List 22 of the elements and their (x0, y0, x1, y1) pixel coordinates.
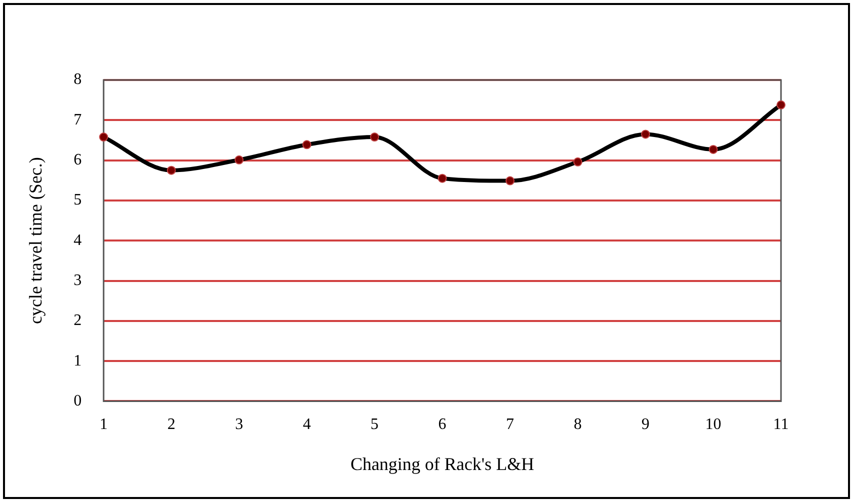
x-tick-label: 4 (302, 416, 311, 434)
y-tick-label: 4 (74, 232, 82, 249)
y-tick-label: 6 (74, 152, 82, 169)
y-tick-label: 2 (74, 312, 82, 330)
x-tick-label: 8 (574, 416, 582, 434)
x-axis-title: Changing of Rack's L&H (350, 454, 534, 474)
x-tick-label: 2 (167, 416, 176, 434)
x-tick-label: 5 (370, 416, 379, 434)
y-tick-label: 8 (74, 71, 82, 88)
x-tick-label: 6 (438, 416, 446, 434)
y-tick-label: 0 (74, 392, 82, 410)
y-tick-label: 1 (74, 352, 82, 370)
y-tick-label: 3 (74, 272, 82, 289)
y-axis-title: cycle travel time (Sec.) (26, 157, 46, 324)
x-tick-label: 1 (100, 416, 108, 434)
x-tick-label: 7 (506, 416, 514, 434)
x-tick-label: 11 (773, 416, 789, 434)
x-tick-label: 10 (705, 416, 722, 434)
x-tick-label: 9 (642, 416, 650, 434)
y-tick-label: 5 (74, 192, 82, 209)
y-tick-label: 7 (74, 111, 82, 128)
x-tick-label: 3 (235, 416, 244, 434)
